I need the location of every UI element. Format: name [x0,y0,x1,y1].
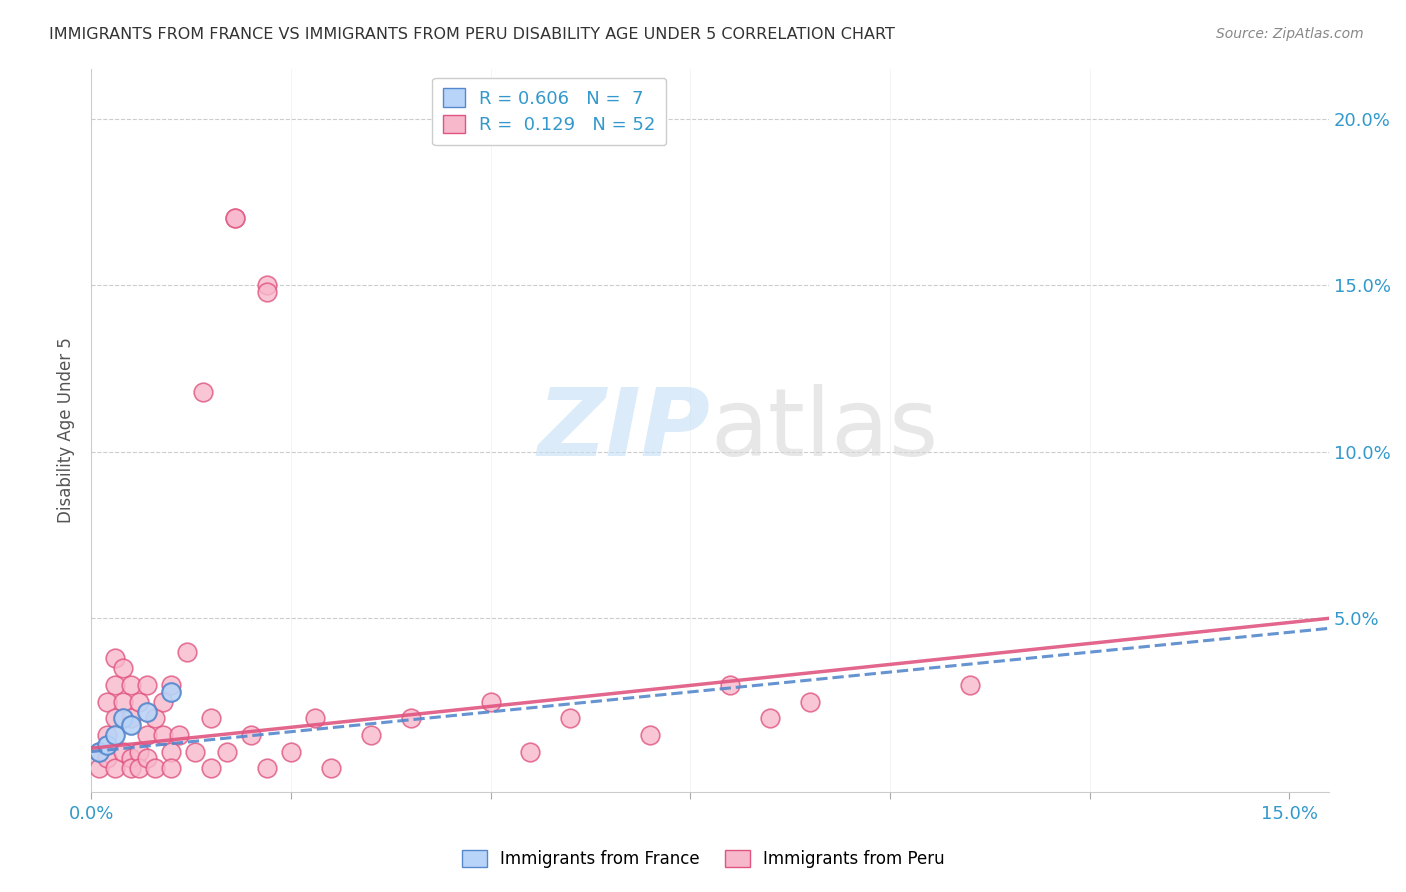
Point [143,761,166,775]
Point [256,285,278,299]
Point [718,678,741,692]
Point [160,678,183,692]
Point [759,711,782,725]
Point [519,745,541,759]
Text: IMMIGRANTS FROM FRANCE VS IMMIGRANTS FROM PERU DISABILITY AGE UNDER 5 CORRELATIO: IMMIGRANTS FROM FRANCE VS IMMIGRANTS FRO… [49,27,896,42]
Point [399,711,422,725]
Point [560,711,582,725]
Point [112,695,135,709]
Point [136,728,159,742]
Point [136,751,159,765]
Point [160,684,183,698]
Point [96,751,118,765]
Point [96,728,118,742]
Point [360,728,382,742]
Point [128,695,150,709]
Point [959,678,981,692]
Point [152,695,174,709]
Text: Source: ZipAtlas.com: Source: ZipAtlas.com [1216,27,1364,41]
Point [112,661,135,675]
Point [256,278,278,293]
Point [112,711,135,725]
Point [304,711,326,725]
Point [160,761,183,775]
Point [128,745,150,759]
Point [96,738,118,752]
Y-axis label: Disability Age Under 5: Disability Age Under 5 [58,337,75,523]
Point [479,695,502,709]
Point [176,645,198,659]
Point [104,728,127,742]
Point [184,745,207,759]
Point [638,728,661,742]
Point [120,751,142,765]
Point [239,728,262,742]
Point [120,761,142,775]
Point [256,761,278,775]
Point [224,211,246,226]
Point [120,678,142,692]
Point [128,761,150,775]
Point [112,745,135,759]
Point [89,745,111,759]
Point [104,711,127,725]
Point [160,745,183,759]
Point [191,384,214,399]
Legend: R = 0.606   N =  7, R =  0.129   N = 52: R = 0.606 N = 7, R = 0.129 N = 52 [432,78,666,145]
Point [200,761,222,775]
Point [104,651,127,665]
Point [152,728,174,742]
Point [104,678,127,692]
Point [280,745,302,759]
Text: ZIP: ZIP [537,384,710,476]
Point [89,761,111,775]
Point [89,745,111,759]
Point [200,711,222,725]
Point [104,761,127,775]
Point [136,678,159,692]
Point [96,695,118,709]
Text: atlas: atlas [710,384,938,476]
Point [319,761,342,775]
Point [120,718,142,732]
Legend: Immigrants from France, Immigrants from Peru: Immigrants from France, Immigrants from … [456,843,950,875]
Point [143,711,166,725]
Point [215,745,238,759]
Point [167,728,190,742]
Point [799,695,821,709]
Point [136,705,159,719]
Point [120,711,142,725]
Point [224,211,246,226]
